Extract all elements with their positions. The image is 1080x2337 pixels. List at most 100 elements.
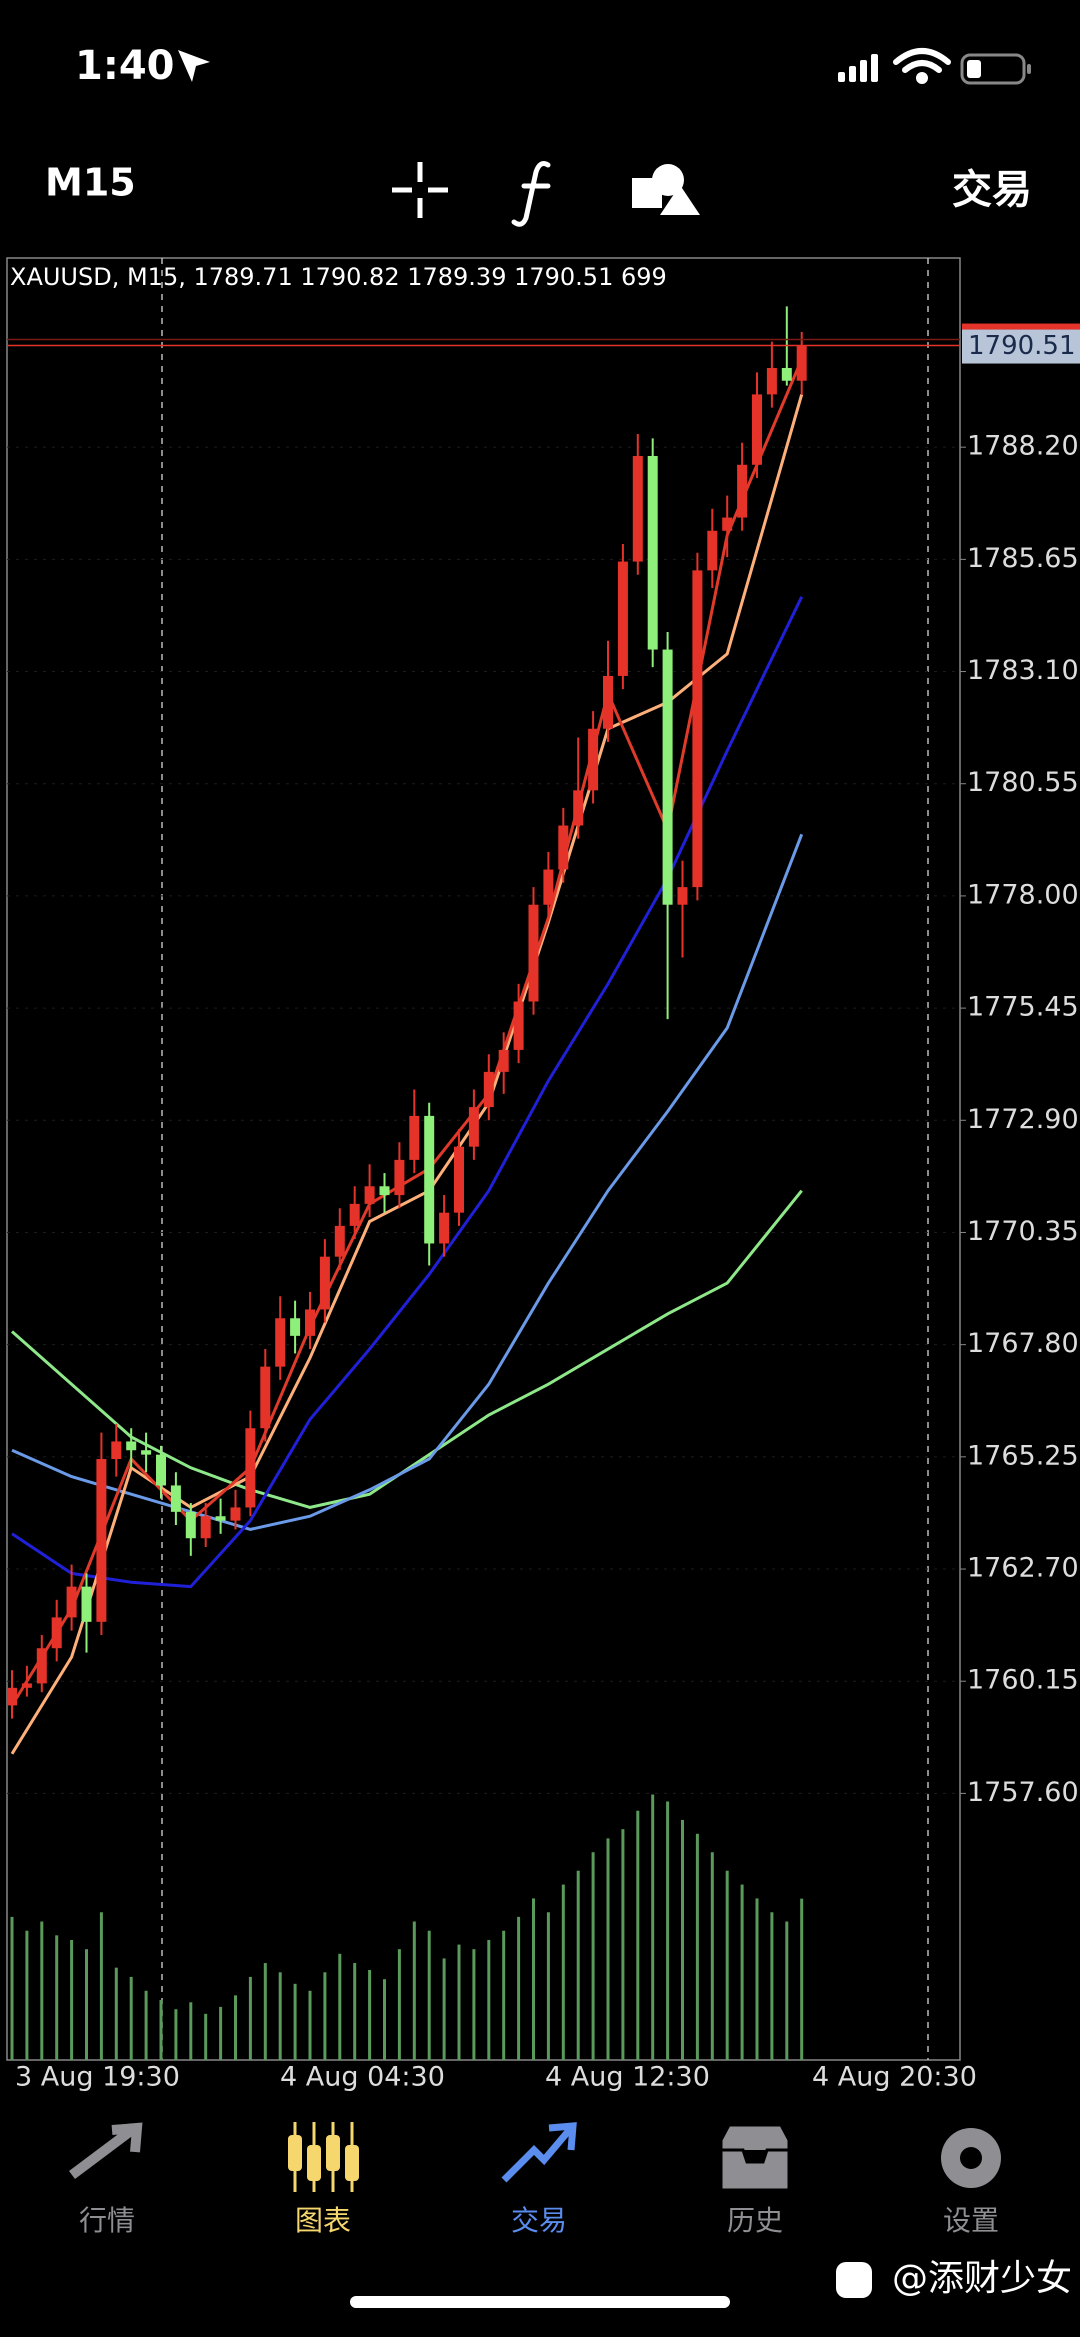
tab-label: 交易 (511, 2204, 567, 2237)
volume-bar (397, 1949, 401, 2060)
candle-body (275, 1318, 286, 1367)
volume-bar (219, 2006, 223, 2060)
price-tag-band (962, 323, 1080, 330)
tab[interactable]: 图表 (288, 2122, 359, 2237)
x-tick-label: 4 Aug 04:30 (280, 2062, 445, 2093)
objects-button[interactable] (632, 164, 700, 215)
battery-icon (960, 53, 1026, 85)
tab-icon (501, 2122, 577, 2183)
moving-average-line (11, 833, 804, 1531)
volume-bar (353, 1963, 357, 2060)
crosshair-button[interactable] (392, 162, 448, 218)
volume-bar (502, 1930, 506, 2060)
volume-bar (368, 1969, 372, 2060)
candle-body (319, 1256, 330, 1310)
battery-level (967, 60, 981, 78)
volume-bar (174, 2009, 178, 2060)
volume-bar (710, 1852, 714, 2060)
tab-icon (719, 2123, 791, 2192)
y-tick-label: 1767.80 (967, 1328, 1079, 1359)
candle-body (126, 1441, 137, 1451)
y-tick-label: 1765.25 (967, 1440, 1079, 1471)
candle-body (588, 728, 599, 791)
volume-bar (517, 1916, 521, 2060)
wifi-icon (893, 48, 951, 84)
y-tick-label: 1762.70 (967, 1553, 1079, 1584)
candle-body (439, 1212, 450, 1244)
candle-body (96, 1459, 107, 1622)
candle-body (7, 1687, 17, 1706)
candle-body (781, 367, 792, 381)
volume-bar (278, 1972, 282, 2060)
volume-bar (740, 1884, 744, 2060)
candle-body (81, 1586, 92, 1622)
volume-bar (129, 1976, 133, 2060)
candle-body (454, 1146, 464, 1213)
candle-body (543, 869, 554, 905)
volume-bar (576, 1870, 580, 2060)
candle-body (364, 1186, 375, 1204)
volume-bar (606, 1838, 610, 2060)
timeframe-button[interactable]: M15 (45, 161, 136, 205)
candle-body (558, 825, 569, 870)
candle-body (677, 887, 688, 905)
volume-bar (442, 1958, 446, 2060)
home-indicator (350, 2296, 730, 2308)
moving-average-line (11, 596, 804, 1589)
volume-bar (10, 1916, 14, 2060)
volume-bar (800, 1898, 804, 2060)
volume-bar (383, 1979, 386, 2060)
volume-bar (532, 1898, 535, 2060)
tab[interactable]: 行情 (69, 2122, 143, 2237)
tab-label: 历史 (727, 2204, 783, 2237)
candle-body (394, 1159, 405, 1196)
x-tick-label: 4 Aug 20:30 (812, 2062, 977, 2093)
volume-bar (457, 1944, 461, 2060)
chart-header: XAUUSD, M15, 1789.71 1790.82 1789.39 179… (10, 263, 667, 291)
tab-icon (69, 2122, 143, 2179)
y-tick-label: 1770.35 (967, 1216, 1079, 1247)
volume-bar (591, 1852, 595, 2060)
tab[interactable]: 设置 (941, 2128, 1001, 2237)
candle-body (468, 1107, 479, 1147)
candle-body (573, 790, 584, 826)
y-tick-label: 1780.55 (967, 767, 1079, 798)
candle-body (200, 1516, 211, 1539)
trade-button[interactable]: 交易 (952, 167, 1032, 213)
y-tick-label: 1760.15 (967, 1665, 1079, 1696)
y-tick-label: 1783.10 (967, 655, 1079, 686)
y-tick-label: 1785.65 (967, 543, 1079, 574)
volume-bar (472, 1949, 476, 2060)
status-time: 1:40 (75, 43, 175, 89)
tab-icon (960, 2147, 982, 2169)
volume-bar (770, 1912, 774, 2060)
y-tick-label: 1775.45 (967, 992, 1079, 1023)
candle-body (722, 517, 733, 531)
volume-bar (55, 1935, 59, 2060)
volume-bar (263, 1963, 267, 2060)
tab-label: 行情 (79, 2204, 135, 2237)
tab[interactable]: 交易 (501, 2122, 577, 2237)
candle-body (51, 1617, 62, 1649)
candle-body (290, 1318, 301, 1336)
volume-bar (85, 1949, 88, 2060)
candle-body (305, 1309, 315, 1336)
watermark-logo (836, 2262, 872, 2298)
candle-body (617, 561, 628, 676)
candle-body (662, 649, 673, 905)
candle-body (141, 1450, 152, 1455)
indicators-button[interactable] (511, 161, 551, 227)
volume-bar (651, 1794, 655, 2060)
tab-label: 图表 (295, 2204, 351, 2237)
candle-body (230, 1507, 241, 1521)
candle-body (215, 1516, 226, 1521)
volume-bar (427, 1930, 431, 2060)
volume-bar (99, 1912, 103, 2060)
volume-bar (412, 1921, 416, 2060)
volume-bar (338, 1953, 342, 2060)
tab[interactable]: 历史 (719, 2123, 791, 2237)
volume-bar (70, 1939, 74, 2060)
volume-bar (204, 2013, 208, 2060)
y-tick-label: 1778.00 (967, 879, 1079, 910)
